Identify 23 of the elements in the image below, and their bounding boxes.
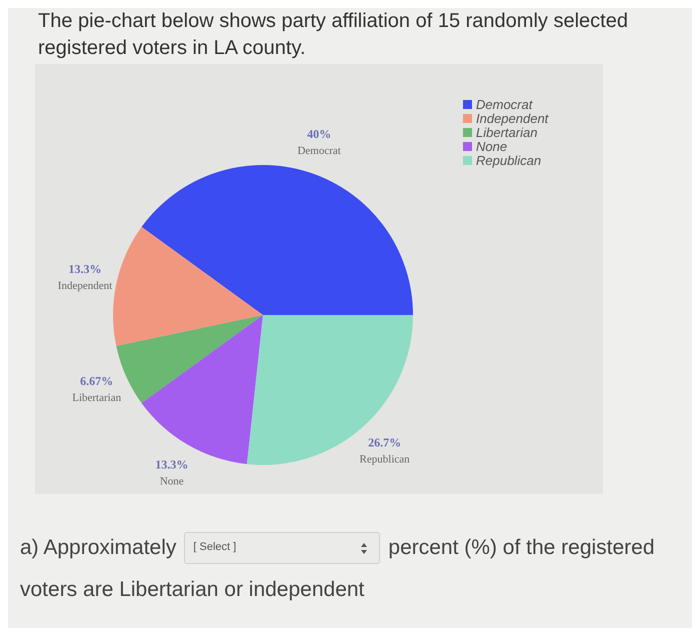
- data-label: 6.67%: [80, 374, 114, 388]
- data-label: 40%: [307, 126, 332, 141]
- legend-label: Libertarian: [476, 125, 538, 140]
- pie-slice: [113, 226, 263, 346]
- slice-label: None: [160, 475, 184, 488]
- pie-slice: [246, 315, 413, 465]
- chart-title: The pie-chart below shows party affiliation of 15 randomly selected registered voters in LA county.: [38, 9, 629, 61]
- text: percent (%) of the registered: [388, 536, 655, 560]
- select-field: [ Select ]: [184, 532, 380, 564]
- data-label: 13.3%: [68, 262, 102, 276]
- pie-slice: [142, 165, 413, 315]
- slice-label: Republican: [360, 453, 410, 466]
- text: voters are Libertarian or independent: [20, 578, 364, 601]
- slice-label: Democrat: [297, 144, 341, 157]
- legend-label: Independent: [476, 111, 548, 126]
- legend-label: None: [476, 139, 508, 154]
- legend-label: Democrat: [476, 97, 532, 112]
- slice-label: Libertarian: [72, 392, 122, 404]
- text: a) Approximately: [20, 536, 176, 560]
- data-label: 13.3%: [155, 457, 188, 472]
- legend-label: Republican: [476, 153, 542, 168]
- data-label: 26.7%: [368, 435, 402, 450]
- slice-label: Independent: [58, 280, 112, 292]
